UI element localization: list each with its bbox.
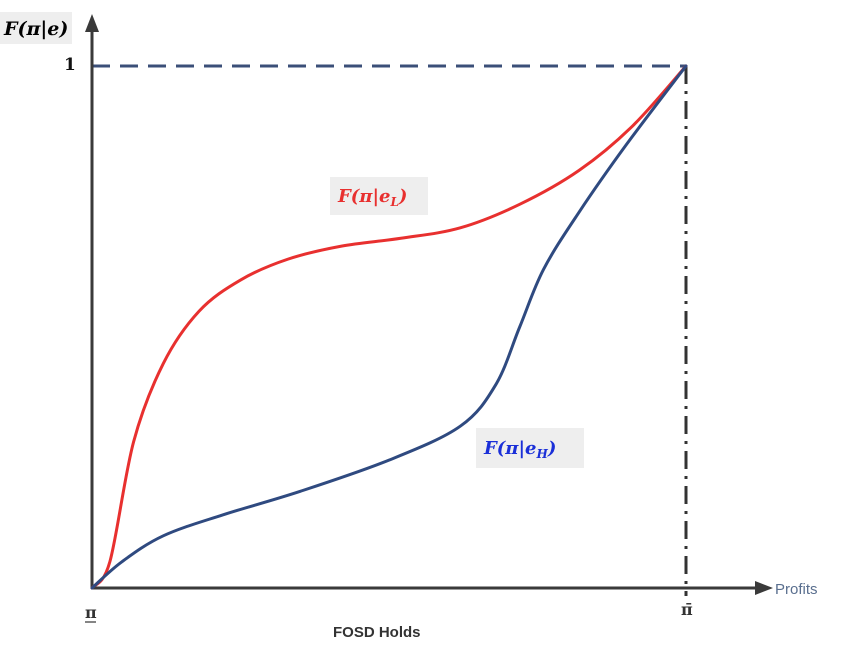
- y-axis-arrow: [85, 14, 99, 32]
- reference-lines: [92, 64, 688, 596]
- series-label-eh: F(π|eH): [483, 438, 556, 461]
- axes: [85, 14, 773, 595]
- y-axis-label-box: [0, 12, 72, 44]
- series-label-box-eh: [476, 428, 584, 468]
- y-axis-label: F(π|e): [3, 18, 68, 40]
- series-line-eh: [90, 64, 688, 590]
- series-label-el: F(π|eL): [337, 186, 407, 209]
- chart-caption: FOSD Holds: [333, 624, 421, 641]
- x-tick-low: π: [85, 603, 97, 622]
- x-tick-high: π̄: [681, 600, 693, 619]
- labels-layer: F(π|e) 1 π π̄ Profits FOSD Holds F(π|eL)…: [0, 12, 818, 641]
- x-axis-arrow: [755, 581, 773, 595]
- series-layer: [90, 64, 688, 590]
- series-line-el: [90, 64, 688, 590]
- x-axis-label: Profits: [775, 581, 818, 598]
- series-label-box-el: [330, 177, 428, 215]
- y-tick-1: 1: [64, 55, 76, 75]
